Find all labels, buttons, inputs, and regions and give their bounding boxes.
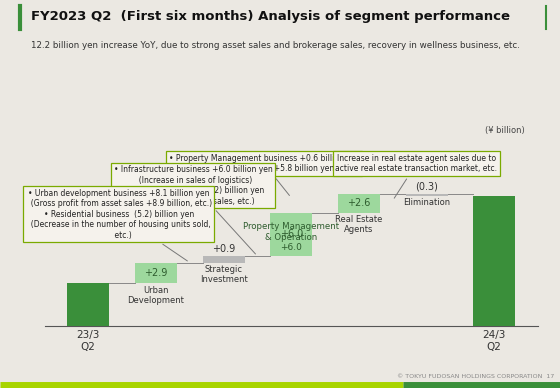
Text: +2.9: +2.9	[144, 268, 167, 278]
Text: Urban
Development: Urban Development	[128, 286, 184, 305]
Text: Real Estate
Agents: Real Estate Agents	[335, 215, 382, 234]
Text: FY2023 Q2  (First six months) Analysis of segment performance: FY2023 Q2 (First six months) Analysis of…	[31, 10, 510, 23]
Text: • Infrastructure business +6.0 billion yen
  (Increase in sales of logistics)
• : • Infrastructure business +6.0 billion y…	[114, 165, 273, 254]
Bar	[270, 213, 312, 256]
Text: Elimination: Elimination	[403, 198, 450, 207]
Bar	[473, 196, 515, 388]
Text: © TOKYU FUDOSAN HOLDINGS CORPORATION  17: © TOKYU FUDOSAN HOLDINGS CORPORATION 17	[397, 374, 554, 379]
Text: Increase in real estate agent sales due to
active real estate transaction market: Increase in real estate agent sales due …	[335, 154, 497, 198]
Text: (0.3): (0.3)	[415, 182, 438, 192]
Text: Strategic
Investment: Strategic Investment	[200, 265, 248, 284]
Text: +2.6: +2.6	[347, 198, 371, 208]
Text: Property Management
& Operation: Property Management & Operation	[243, 222, 339, 242]
Bar	[203, 256, 245, 263]
Bar	[405, 194, 447, 196]
Bar	[67, 283, 109, 388]
Text: • Property Management business +0.6 billion yen
• Wellness business +5.8 billion: • Property Management business +0.6 bill…	[169, 154, 360, 196]
Text: +6.0: +6.0	[279, 229, 303, 239]
Text: 12.2 billion yen increase YoY, due to strong asset sales and brokerage sales, re: 12.2 billion yen increase YoY, due to st…	[31, 41, 520, 50]
Text: (¥ billion): (¥ billion)	[485, 126, 525, 135]
Text: +0.9: +0.9	[212, 244, 235, 254]
Text: • Urban development business +8.1 billion yen
  (Gross profit from asset sales +: • Urban development business +8.1 billio…	[26, 189, 212, 261]
Bar	[338, 194, 380, 213]
Bar	[135, 263, 177, 283]
Text: +6.0: +6.0	[280, 243, 302, 252]
